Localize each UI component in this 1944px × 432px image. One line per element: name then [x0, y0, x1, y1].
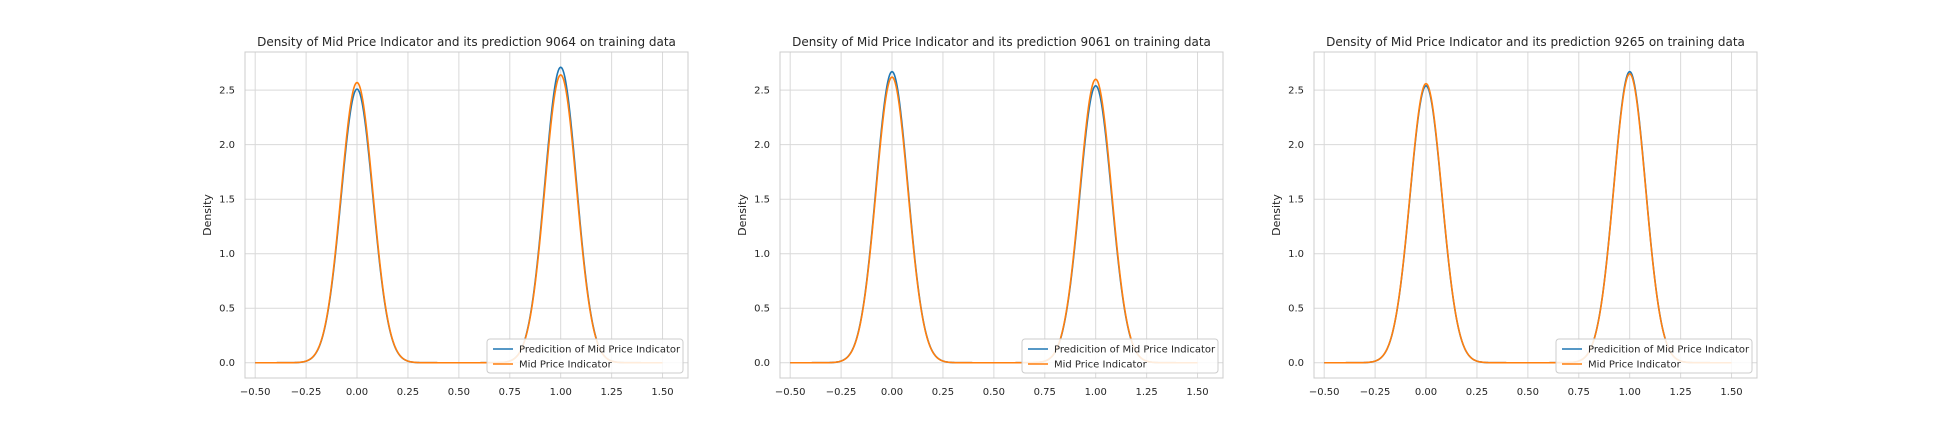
x-tick-label: 0.00: [881, 387, 903, 398]
y-tick-label: 2.0: [219, 140, 235, 151]
y-tick-label: 1.0: [754, 249, 770, 260]
x-tick-label: −0.50: [240, 387, 271, 398]
x-tick-label: 0.75: [1568, 387, 1590, 398]
series-line-actual: [255, 74, 663, 364]
x-tick-label: 0.00: [1415, 387, 1437, 398]
legend-label: Predicition of Mid Price Indicator: [1054, 345, 1216, 356]
y-tick-label: 0.0: [219, 358, 235, 369]
legend: Predicition of Mid Price Indicator Mid Pr…: [1555, 338, 1753, 374]
legend-label: Mid Price Indicator: [519, 360, 613, 371]
x-tick-label: 0.75: [1034, 387, 1056, 398]
legend-label: Mid Price Indicator: [1054, 360, 1148, 371]
chart-panel-2: −0.50 −0.25 0.00 0.25 0.50 0.75 1.00 1.25 1.50 0.…: [736, 35, 1224, 398]
y-axis-label: Density: [736, 194, 749, 236]
x-tick-label: 0.50: [448, 387, 470, 398]
x-tick-label: 1.25: [600, 387, 622, 398]
x-tick-label: 1.50: [1186, 387, 1208, 398]
chart-panel-3: −0.50 −0.25 0.00 0.25 0.50 0.75 1.00 1.25 1.50 0.…: [1270, 35, 1758, 398]
y-tick-label: 0.5: [219, 304, 235, 315]
chart-title: Density of Mid Price Indicator and its p…: [792, 35, 1211, 49]
x-tick-label: 1.00: [1085, 387, 1107, 398]
chart-title: Density of Mid Price Indicator and its p…: [257, 35, 676, 49]
y-axis-label: Density: [201, 194, 214, 236]
chart-panel-1: −0.50 −0.25 0.00 0.25 0.50 0.75 1.00 1.25 1.50 0.…: [201, 35, 689, 398]
plot-frame: [244, 51, 689, 379]
x-tick-label: −0.25: [291, 387, 322, 398]
y-tick-label: 1.5: [754, 195, 770, 206]
chart-title: Density of Mid Price Indicator and its p…: [1326, 35, 1745, 49]
x-tick-label: −0.50: [1309, 387, 1340, 398]
legend-box: [486, 338, 684, 374]
legend-box: [1021, 338, 1219, 374]
legend-box: [1555, 338, 1753, 374]
y-tick-label: 1.0: [1288, 249, 1304, 260]
y-tick-label: 1.5: [219, 195, 235, 206]
x-tick-label: 0.25: [1466, 387, 1488, 398]
x-tick-label: 1.50: [1720, 387, 1742, 398]
y-tick-label: 1.5: [1288, 195, 1304, 206]
plot-frame: [779, 51, 1224, 379]
x-tick-label: 1.00: [550, 387, 572, 398]
y-tick-label: 0.0: [754, 358, 770, 369]
y-tick-label: 2.5: [754, 86, 770, 97]
y-tick-label: 2.0: [1288, 140, 1304, 151]
y-axis-label: Density: [1270, 194, 1283, 236]
x-tick-label: −0.25: [826, 387, 857, 398]
legend-label: Predicition of Mid Price Indicator: [1588, 345, 1750, 356]
x-tick-label: 0.75: [499, 387, 521, 398]
legend: Predicition of Mid Price Indicator Mid Pr…: [486, 338, 684, 374]
y-tick-label: 2.5: [1288, 86, 1304, 97]
y-tick-label: 0.0: [1288, 358, 1304, 369]
legend-label: Predicition of Mid Price Indicator: [519, 345, 681, 356]
legend-label: Mid Price Indicator: [1588, 360, 1682, 371]
x-tick-label: −0.25: [1360, 387, 1391, 398]
legend: Predicition of Mid Price Indicator Mid Pr…: [1021, 338, 1219, 374]
x-tick-label: −0.50: [775, 387, 806, 398]
y-tick-label: 1.0: [219, 249, 235, 260]
x-tick-label: 1.25: [1135, 387, 1157, 398]
x-tick-label: 1.25: [1669, 387, 1691, 398]
plot-frame: [1313, 51, 1758, 379]
y-tick-label: 2.0: [754, 140, 770, 151]
series-line-actual: [1324, 72, 1732, 364]
x-tick-label: 0.50: [983, 387, 1005, 398]
x-tick-label: 1.00: [1619, 387, 1641, 398]
x-tick-label: 0.25: [932, 387, 954, 398]
series-line-actual: [790, 76, 1198, 364]
x-tick-label: 0.50: [1517, 387, 1539, 398]
x-tick-label: 1.50: [651, 387, 673, 398]
x-tick-label: 0.25: [397, 387, 419, 398]
y-tick-label: 0.5: [754, 304, 770, 315]
x-tick-label: 0.00: [346, 387, 368, 398]
y-tick-label: 2.5: [219, 86, 235, 97]
y-tick-label: 0.5: [1288, 304, 1304, 315]
